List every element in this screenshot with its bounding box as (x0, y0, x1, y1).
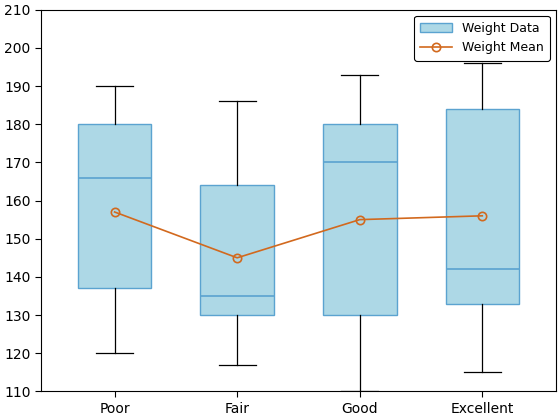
Legend: Weight Data, Weight Mean: Weight Data, Weight Mean (414, 16, 549, 60)
PathPatch shape (446, 109, 519, 304)
PathPatch shape (200, 185, 274, 315)
PathPatch shape (78, 124, 151, 289)
PathPatch shape (323, 124, 396, 315)
